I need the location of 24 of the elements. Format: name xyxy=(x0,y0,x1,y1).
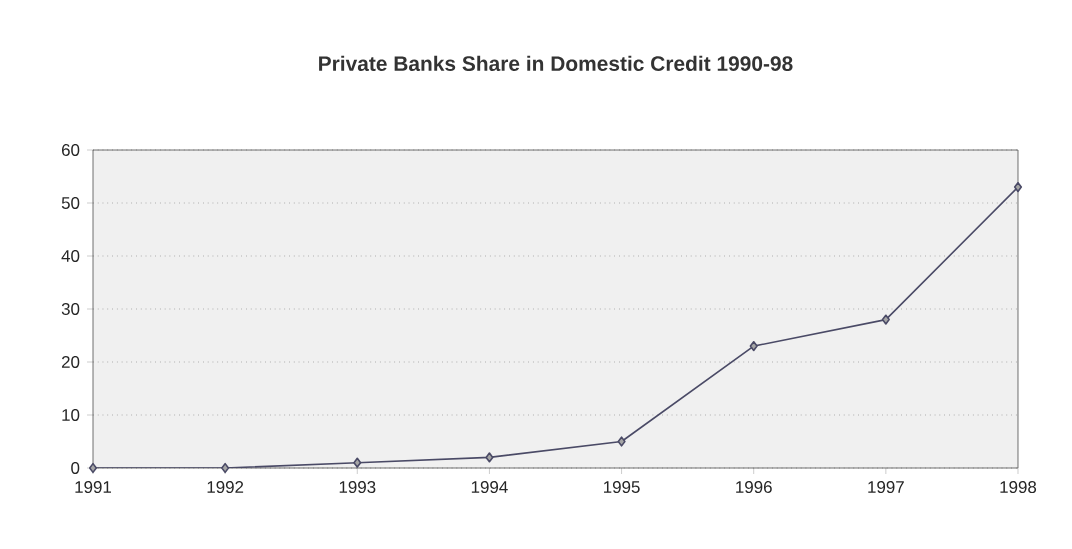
x-tick-label: 1992 xyxy=(207,481,244,494)
point xyxy=(88,462,98,474)
point xyxy=(617,436,626,447)
y-tick-label: 0 xyxy=(71,462,80,474)
x-tick-label: 1998 xyxy=(1000,481,1037,494)
y-tick-label: 30 xyxy=(61,303,80,315)
point xyxy=(485,452,494,463)
y-tick-label: 60 xyxy=(62,144,80,156)
y-tick-label: 50 xyxy=(61,197,80,209)
point xyxy=(1013,181,1023,193)
y-tick-label: 10 xyxy=(62,409,80,421)
y-tick-label: 20 xyxy=(61,356,80,368)
y-tick-label: 40 xyxy=(61,250,80,262)
point xyxy=(353,457,362,468)
x-tick-label: 1993 xyxy=(339,481,376,494)
point xyxy=(221,462,230,474)
x-tick-label: 1997 xyxy=(868,481,904,494)
x-tick-label: 1995 xyxy=(604,481,640,494)
x-tick-label: 1994 xyxy=(471,481,508,494)
chart-title: Private Banks Share in Domestic Credit 1990-98 xyxy=(319,55,793,72)
x-tick-label: 1996 xyxy=(736,481,772,494)
point xyxy=(749,340,758,352)
point xyxy=(881,314,890,325)
x-tick-label: 1991 xyxy=(75,481,112,494)
